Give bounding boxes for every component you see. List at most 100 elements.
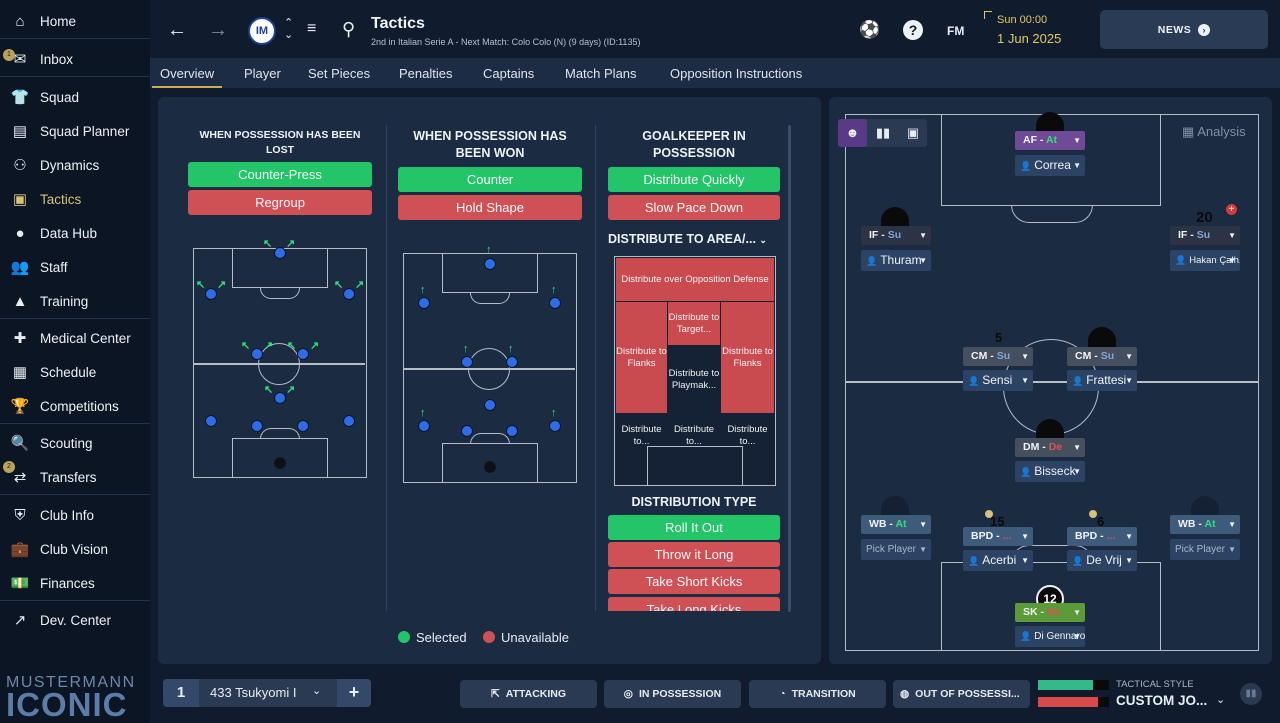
menu-icon[interactable]: ≡ [307, 20, 317, 37]
counter-button[interactable]: Counter [398, 167, 582, 192]
add-tactic-button[interactable]: + [337, 679, 371, 707]
tactic-name[interactable]: 433 Tsukyomi I [210, 685, 297, 700]
sidebar-item-medical-center[interactable]: ✚ Medical Center [0, 323, 150, 353]
sidebar-item-staff[interactable]: 👥 Staff [0, 252, 150, 282]
current-time[interactable]: Sun 00:00 [997, 14, 1048, 26]
player-acerbi[interactable]: 👤 Acerbi ▼ [963, 550, 1033, 571]
role-bpd-left[interactable]: BPD - ... ▼ [963, 527, 1033, 546]
player-correa[interactable]: 👤 Correa ▼ [1015, 155, 1085, 176]
sidebar-item-finances[interactable]: 💵 Finances [0, 568, 150, 598]
roll-it-out-button[interactable]: Roll It Out [608, 515, 780, 540]
zone-flank-right[interactable]: Distribute to Flanks [721, 302, 774, 413]
player-frattesi[interactable]: 👤 Frattesi ▼ [1067, 370, 1137, 391]
role-cm-right[interactable]: CM - Su ▼ [1067, 347, 1137, 366]
sidebar-item-dev-center[interactable]: ↗ Dev. Center [0, 605, 150, 635]
sidebar-item-competitions[interactable]: 🏆 Competitions [0, 391, 150, 421]
throw-it-long-button[interactable]: Throw it Long [608, 542, 780, 567]
news-button[interactable]: NEWS › [1100, 10, 1268, 49]
sidebar-item-tactics[interactable]: ▣ Tactics [0, 184, 150, 214]
sidebar-item-transfers[interactable]: ⇄ Transfers 2 [0, 461, 150, 492]
tab-opposition-instructions[interactable]: Opposition Instructions [670, 66, 803, 81]
role-sk[interactable]: SK - De ▼ [1015, 603, 1085, 622]
role-wb-left[interactable]: WB - At ▼ [861, 515, 931, 534]
stats-view-icon[interactable]: ▮▮ [875, 125, 891, 140]
role-af[interactable]: AF - At ▼ [1015, 131, 1085, 150]
sidebar-item-squad[interactable]: 👕 Squad [0, 82, 150, 112]
role-if-right[interactable]: IF - Su ▼ [1170, 226, 1240, 245]
search-icon[interactable]: ⚲ [342, 19, 356, 39]
player-marker [418, 420, 430, 432]
phase-attacking-button[interactable]: ⇱ ATTACKING [460, 680, 597, 708]
sidebar-item-club-info[interactable]: ⛨ Club Info [0, 500, 150, 530]
counter-arrow-icon: ↑ [463, 343, 469, 355]
sidebar-item-training[interactable]: ▲ Training [0, 286, 150, 316]
tab-captains[interactable]: Captains [483, 66, 535, 81]
zone-bottom-left[interactable]: Distribute to... [616, 414, 667, 458]
club-switch-icon[interactable]: ⌃ ⌄ [284, 17, 294, 41]
role-bpd-right[interactable]: BPD - ... ▼ [1067, 527, 1137, 546]
sidebar-item-home[interactable]: ⌂ Home [0, 6, 150, 36]
forward-arrow-icon[interactable]: → [208, 19, 228, 41]
club-logo[interactable]: IM [248, 17, 276, 45]
analysis-label: Analysis [1197, 124, 1246, 139]
scrollbar[interactable] [788, 125, 791, 612]
zone-target[interactable]: Distribute to Target... [668, 302, 720, 345]
zone-opposition-defense[interactable]: Distribute over Opposition Defense [616, 258, 774, 301]
tab-player[interactable]: Player [244, 66, 281, 81]
back-arrow-icon[interactable]: ← [167, 19, 187, 41]
zone-bottom-right[interactable]: Distribute to... [721, 414, 774, 458]
role-cm-left[interactable]: CM - Su ▼ [963, 347, 1033, 366]
tactical-style-value[interactable]: CUSTOM JO... [1116, 693, 1208, 708]
fm-logo[interactable]: FM [947, 24, 965, 38]
take-long-kicks-button[interactable]: Take Long Kicks [608, 597, 780, 611]
sidebar-item-squad-planner[interactable]: ▤ Squad Planner [0, 116, 150, 146]
chevron-down-icon: ▼ [1228, 545, 1236, 554]
zone-flank-left[interactable]: Distribute to Flanks [616, 302, 667, 413]
player-bisseck[interactable]: 👤 Bisseck ▼ [1015, 461, 1085, 482]
sidebar-item-data-hub[interactable]: ● Data Hub [0, 218, 150, 248]
tab-penalties[interactable]: Penalties [399, 66, 453, 81]
sidebar-item-club-vision[interactable]: 💼 Club Vision [0, 534, 150, 564]
sidebar-item-inbox[interactable]: ✉ Inbox 1 [0, 44, 150, 74]
sidebar-item-scouting[interactable]: 🔍 Scouting [0, 428, 150, 458]
counter-press-button[interactable]: Counter-Press [188, 162, 372, 187]
player-view-icon[interactable]: ☻ [838, 119, 867, 147]
player-de-vrij[interactable]: 👤 De Vrij ▼ [1067, 550, 1137, 571]
player-sensi[interactable]: 👤 Sensi ▼ [963, 370, 1033, 391]
help-icon[interactable]: ? [903, 20, 923, 40]
phase-transition-button[interactable]: ◔ TRANSITION [749, 680, 886, 708]
chevron-down-icon: ▼ [1125, 556, 1133, 565]
hold-shape-button[interactable]: Hold Shape [398, 195, 582, 220]
zone-bottom-mid[interactable]: Distribute to... [668, 414, 720, 458]
chevron-down-icon[interactable]: ⌄ [312, 685, 322, 697]
pick-player-right[interactable]: Pick Player ▼ [1170, 539, 1240, 560]
tab-overview[interactable]: Overview [152, 58, 223, 88]
player-di-gennaro[interactable]: 👤 Di Gennaro ▼ [1015, 626, 1085, 647]
tactic-slot-number[interactable]: 1 [163, 679, 199, 707]
analysis-button[interactable]: ▦ Analysis [1182, 124, 1246, 140]
tab-match-plans[interactable]: Match Plans [565, 66, 637, 81]
role-if-left[interactable]: IF - Su ▼ [861, 226, 931, 245]
player-hakan-calhanoglu[interactable]: 👤Hakan Çalh...▼ [1170, 250, 1240, 271]
slow-pace-down-button[interactable]: Slow Pace Down [608, 195, 780, 220]
instructions-view-icon[interactable]: ▣ [906, 125, 920, 140]
distribute-quickly-button[interactable]: Distribute Quickly [608, 167, 780, 192]
distribute-area-dropdown[interactable]: DISTRIBUTE TO AREA/... ⌄ [608, 232, 783, 246]
player-thuram[interactable]: 👤 Thuram ▼ [861, 250, 931, 271]
style-chart-icon[interactable]: ▮▮ [1240, 683, 1262, 705]
take-short-kicks-button[interactable]: Take Short Kicks [608, 569, 780, 594]
phase-in-possession-button[interactable]: ◎ IN POSSESSION [604, 680, 741, 708]
tab-set-pieces[interactable]: Set Pieces [308, 66, 371, 81]
role-dm[interactable]: DM - De ▼ [1015, 438, 1085, 457]
current-date[interactable]: 1 Jun 2025 [997, 31, 1062, 46]
chevron-down-icon[interactable]: ⌄ [1216, 694, 1226, 706]
shirt-number: 6 [1097, 514, 1105, 529]
pick-player-left[interactable]: Pick Player ▼ [861, 539, 931, 560]
sidebar-item-dynamics[interactable]: ⚇ Dynamics [0, 150, 150, 180]
phase-out-of-possession-button[interactable]: ◍ OUT OF POSSESSI... [893, 680, 1030, 708]
regroup-button[interactable]: Regroup [188, 190, 372, 215]
role-wb-right[interactable]: WB - At ▼ [1170, 515, 1240, 534]
ball-icon[interactable]: ⚽ [859, 20, 881, 39]
sidebar-item-schedule[interactable]: ▦ Schedule [0, 357, 150, 387]
zone-playmaker[interactable]: Distribute to Playmak... [668, 346, 720, 413]
